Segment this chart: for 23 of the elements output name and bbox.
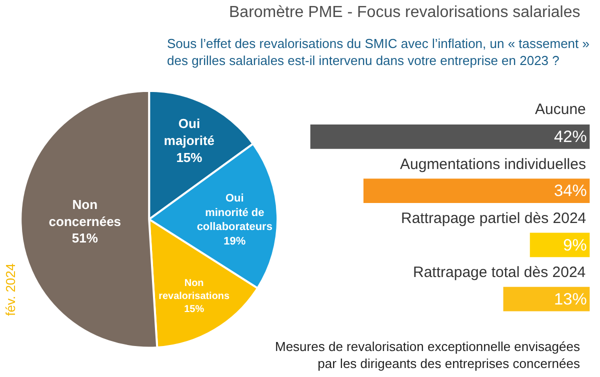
bar xyxy=(363,178,590,204)
data-label: 34% xyxy=(554,182,587,200)
chart-subtitle: Sous l’effet des revalorisations du SMIC avec l’inflation, un « tassement » des grilles salariales est-il intervenu dans votre entreprise en 2023 ? xyxy=(167,36,590,68)
data-label: 9% xyxy=(563,236,587,254)
bar xyxy=(310,124,590,149)
y-tick-label: Augmentations individuelles xyxy=(400,156,586,173)
y-tick-label: Rattrapage total dès 2024 xyxy=(413,264,586,281)
slice-label: Non revalorisations xyxy=(158,278,230,302)
data-label: 19% xyxy=(224,236,246,248)
data-label: 15% xyxy=(184,304,204,315)
bar xyxy=(503,286,590,312)
y-tick-label: Rattrapage partiel dès 2024 xyxy=(401,210,586,227)
data-label: 15% xyxy=(176,150,203,165)
data-label: 51% xyxy=(72,230,98,246)
slice-label: Oui majorité xyxy=(164,116,215,148)
y-tick-label: Aucune xyxy=(535,101,586,118)
chart-title: Baromètre PME - Focus revalorisations salariales xyxy=(229,4,580,21)
slice-label: Non concernées xyxy=(48,196,122,229)
slice-label: Oui minorité de collaborateurs xyxy=(196,192,272,234)
data-label: 13% xyxy=(554,290,587,308)
data-label: 42% xyxy=(554,128,587,146)
text: fév. 2024 xyxy=(3,263,18,316)
text: Mesures de revalorisation exceptionnelle envisagées par les dirigeants des entreprises concernées xyxy=(275,339,580,371)
